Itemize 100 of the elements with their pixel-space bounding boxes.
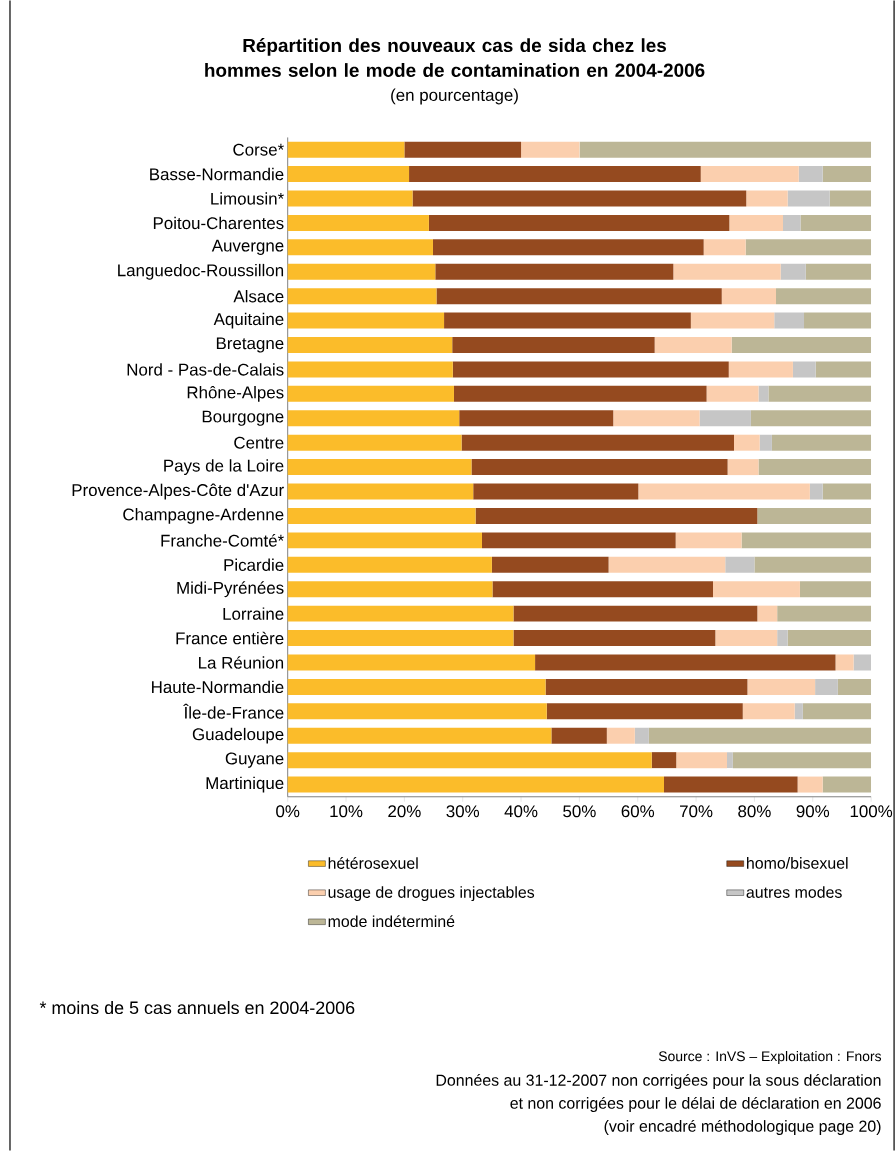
y-tick-label: Haute-Normandie — [152, 680, 284, 694]
bar — [837, 678, 872, 695]
bar — [444, 312, 691, 329]
bar — [461, 434, 734, 451]
x-tick-label: 90% — [796, 805, 830, 818]
bar — [803, 312, 872, 329]
legend-label: hétérosexuel — [328, 857, 418, 869]
bar — [822, 776, 872, 793]
bar — [747, 678, 816, 695]
bar — [732, 752, 872, 769]
bar — [703, 239, 746, 256]
bar — [815, 678, 838, 695]
legend-label: mode indéterminé — [328, 915, 455, 928]
bar — [741, 532, 872, 549]
bar — [452, 361, 729, 378]
bar — [287, 703, 547, 720]
bar — [822, 483, 872, 500]
y-tick-label: Bretagne — [216, 337, 284, 353]
bar — [799, 581, 872, 598]
bar — [513, 630, 716, 647]
x-tick-label: 80% — [738, 805, 771, 818]
y-tick-label: Provence-Alpes-Côte d'Azur — [72, 483, 284, 500]
bar — [471, 459, 728, 476]
x-tick-label: 10% — [330, 805, 363, 818]
bar — [675, 532, 742, 549]
bar — [287, 434, 462, 451]
y-tick-label: Champagne-Ardenne — [123, 508, 284, 524]
y-tick-label: Île-de-France — [183, 703, 284, 719]
bar — [287, 190, 413, 207]
bar — [409, 166, 701, 183]
bar — [453, 385, 707, 402]
chart-subtitle: (en pourcentage) — [391, 88, 518, 105]
bar — [287, 312, 445, 329]
y-tick-label: Basse-Normandie — [150, 167, 284, 181]
bar — [287, 410, 460, 427]
bar — [798, 166, 823, 183]
bar — [853, 654, 872, 671]
bar — [805, 263, 872, 280]
bar — [492, 581, 713, 598]
bar — [287, 776, 664, 793]
x-tick-label: 30% — [446, 805, 480, 818]
x-tick-label: 70% — [680, 805, 713, 818]
bar — [428, 214, 730, 231]
legend-label: homo/bisexuel — [747, 857, 848, 869]
text: (voir encadré méthodologique page 20) — [604, 1119, 881, 1135]
bar — [287, 532, 482, 549]
bar — [287, 337, 453, 354]
bar — [651, 752, 677, 769]
bar — [777, 630, 788, 647]
x-tick-label: 0% — [276, 805, 300, 818]
bar — [435, 263, 674, 280]
bar — [654, 337, 732, 354]
bar — [731, 337, 872, 354]
text: Données au 31-12-2007 non corrigées pour la sous déclaration — [436, 1073, 881, 1089]
bar — [775, 288, 872, 305]
bar — [521, 141, 580, 158]
y-tick-label: Centre — [234, 436, 284, 449]
bar — [758, 385, 769, 402]
bar — [432, 239, 704, 256]
x-tick-label: 100% — [850, 805, 893, 818]
bar — [787, 190, 830, 207]
bar — [721, 288, 776, 305]
bar — [746, 190, 788, 207]
bar — [473, 483, 639, 500]
y-tick-label: Guadeloupe — [192, 727, 284, 744]
bar — [452, 337, 655, 354]
y-tick-label: Languedoc-Roussillon — [118, 263, 284, 280]
bar — [513, 605, 758, 622]
bar — [287, 385, 454, 402]
bar — [287, 459, 472, 476]
bar — [287, 727, 552, 744]
bar — [287, 483, 474, 500]
bar — [690, 312, 775, 329]
y-tick-label: Bourgogne — [202, 410, 284, 426]
bar — [436, 288, 722, 305]
bar — [733, 434, 760, 451]
y-tick-label: Aquitaine — [213, 312, 284, 329]
bar — [608, 556, 726, 573]
bar — [742, 703, 795, 720]
y-tick-label: Midi-Pyrénées — [177, 581, 284, 598]
bar — [676, 752, 727, 769]
y-tick-label: Martinique — [206, 776, 284, 793]
bar — [287, 752, 652, 769]
source-note: Source : InVS – Exploitation : Fnors — [658, 1051, 882, 1064]
text: * moins de 5 cas annuels en 2004-2006 — [39, 1000, 355, 1015]
bar — [780, 263, 806, 280]
bar — [287, 166, 410, 183]
y-tick-label: Lorraine — [223, 607, 284, 620]
y-tick-label: Picardie — [224, 558, 284, 572]
bar — [287, 630, 514, 647]
bar — [481, 532, 676, 549]
bar — [287, 605, 514, 622]
legend-label: usage de drogues injectables — [328, 886, 535, 902]
bar — [774, 312, 804, 329]
bar — [491, 556, 609, 573]
bar — [835, 654, 854, 671]
bar — [699, 410, 751, 427]
x-tick-label: 20% — [388, 805, 421, 818]
y-tick-label: Rhône-Alpes — [187, 385, 284, 402]
y-tick-label: Poitou-Charentes — [153, 216, 284, 230]
